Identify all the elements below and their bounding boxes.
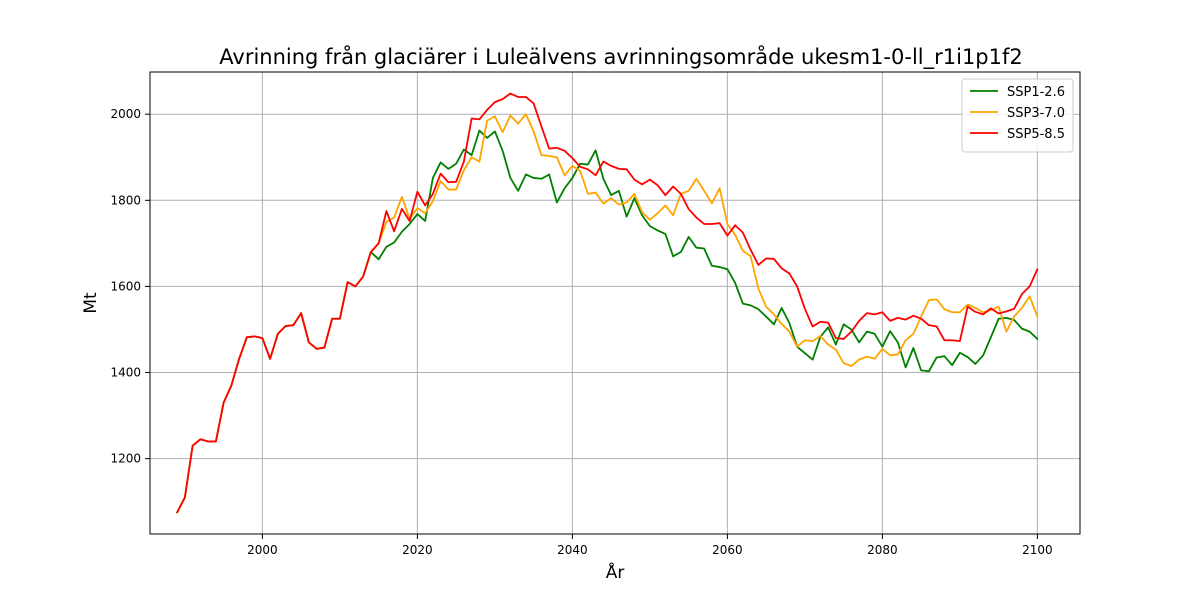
y-axis: 1200 1400 1600 1800 2000 [110,107,150,466]
legend-label: SSP5-8.5 [1007,127,1065,142]
series-group [176,92,1039,514]
y-axis-label: Mt [81,292,101,314]
legend-label: SSP3-7.0 [1007,106,1065,121]
legend: SSP1-2.6 SSP3-7.0 SSP5-8.5 [961,78,1074,153]
x-tick-label: 2060 [712,543,743,557]
x-axis: 2000 2020 2040 2060 2080 2100 [247,534,1053,557]
x-tick-label: 2040 [557,543,588,557]
x-axis-label: År [606,561,625,583]
y-tick-label: 1200 [110,452,141,466]
x-tick-label: 2100 [1022,543,1053,557]
x-tick-label: 2080 [867,543,898,557]
plot-area [150,72,1080,534]
y-tick-label: 1600 [110,279,141,293]
legend-label: SSP1-2.6 [1007,85,1065,100]
chart-title: Avrinning från glaciärer i Luleälvens av… [219,44,1023,70]
x-tick-label: 2000 [247,543,278,557]
y-tick-label: 1400 [110,366,141,380]
series-line-3 [176,92,1039,514]
plot-frame [149,71,1081,535]
y-tick-label: 1800 [110,193,141,207]
y-tick-label: 2000 [110,107,141,121]
x-tick-label: 2020 [402,543,433,557]
